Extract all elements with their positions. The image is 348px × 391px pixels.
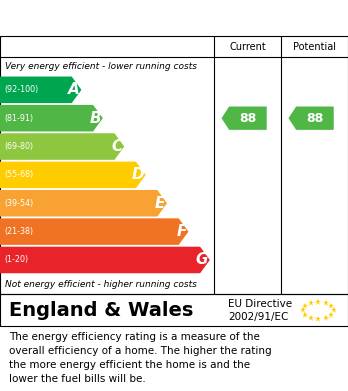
- Polygon shape: [0, 218, 189, 245]
- Text: A: A: [68, 83, 80, 97]
- Text: (21-38): (21-38): [5, 227, 34, 236]
- Text: (92-100): (92-100): [5, 85, 39, 94]
- Text: (81-91): (81-91): [5, 114, 34, 123]
- Text: G: G: [196, 253, 208, 267]
- Polygon shape: [0, 133, 124, 160]
- Text: 88: 88: [306, 112, 323, 125]
- Polygon shape: [222, 106, 267, 130]
- Text: (55-68): (55-68): [5, 170, 34, 179]
- Text: (39-54): (39-54): [5, 199, 34, 208]
- Text: E: E: [155, 196, 165, 211]
- Polygon shape: [288, 106, 334, 130]
- Polygon shape: [0, 77, 81, 103]
- Polygon shape: [0, 161, 146, 188]
- Text: England & Wales: England & Wales: [9, 301, 193, 320]
- Text: (1-20): (1-20): [5, 255, 29, 264]
- Text: Very energy efficient - lower running costs: Very energy efficient - lower running co…: [5, 62, 197, 71]
- Polygon shape: [0, 190, 167, 217]
- Text: Current: Current: [229, 41, 266, 52]
- Text: Energy Efficiency Rating: Energy Efficiency Rating: [9, 11, 219, 25]
- Text: D: D: [131, 167, 144, 182]
- Text: B: B: [89, 111, 101, 126]
- Text: Not energy efficient - higher running costs: Not energy efficient - higher running co…: [5, 280, 197, 289]
- Text: 88: 88: [239, 112, 256, 125]
- Polygon shape: [0, 247, 210, 273]
- Text: Potential: Potential: [293, 41, 336, 52]
- Text: F: F: [176, 224, 187, 239]
- Text: C: C: [111, 139, 122, 154]
- Polygon shape: [0, 105, 103, 131]
- Text: EU Directive
2002/91/EC: EU Directive 2002/91/EC: [228, 299, 292, 322]
- Text: (69-80): (69-80): [5, 142, 34, 151]
- Text: The energy efficiency rating is a measure of the
overall efficiency of a home. T: The energy efficiency rating is a measur…: [9, 332, 271, 384]
